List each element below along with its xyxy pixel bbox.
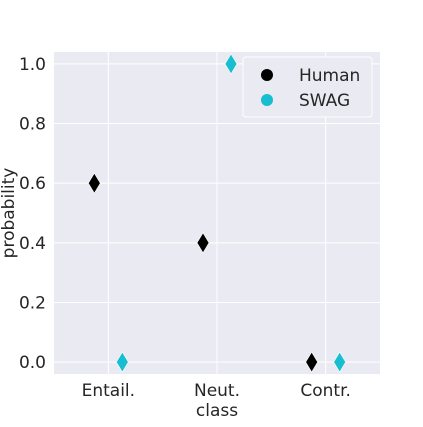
data-point-human [87,172,101,194]
y-tick-label: 0.0 [19,353,46,373]
y-tick-label: 1.0 [19,55,46,75]
y-tick-label: 0.4 [19,234,46,254]
legend-marker-swag [261,94,273,106]
y-tick-labels: 0.0 0.2 0.4 0.6 0.8 1.0 [19,55,46,373]
data-point-human [305,351,319,373]
data-point-swag [333,351,347,373]
legend-label-human: Human [299,66,360,86]
legend-marker-human [261,69,273,81]
y-tick-label: 0.6 [19,174,46,194]
y-tick-label: 0.8 [19,115,46,135]
x-tick-label: Entail. [82,381,135,401]
data-point-human [196,232,210,254]
legend: Human SWAG [242,56,373,118]
x-tick-label: Neut. [194,381,240,401]
legend-box [242,56,373,118]
x-tick-label: Contr. [300,381,351,401]
x-tick-labels: Entail. Neut. Contr. [82,381,351,401]
data-markers [87,53,347,373]
x-axis-label: class [196,401,238,421]
y-tick-label: 0.2 [19,293,46,313]
data-point-swag [115,351,129,373]
data-point-swag [224,53,238,75]
y-axis-label: probability [0,168,19,259]
legend-label-swag: SWAG [299,91,350,111]
